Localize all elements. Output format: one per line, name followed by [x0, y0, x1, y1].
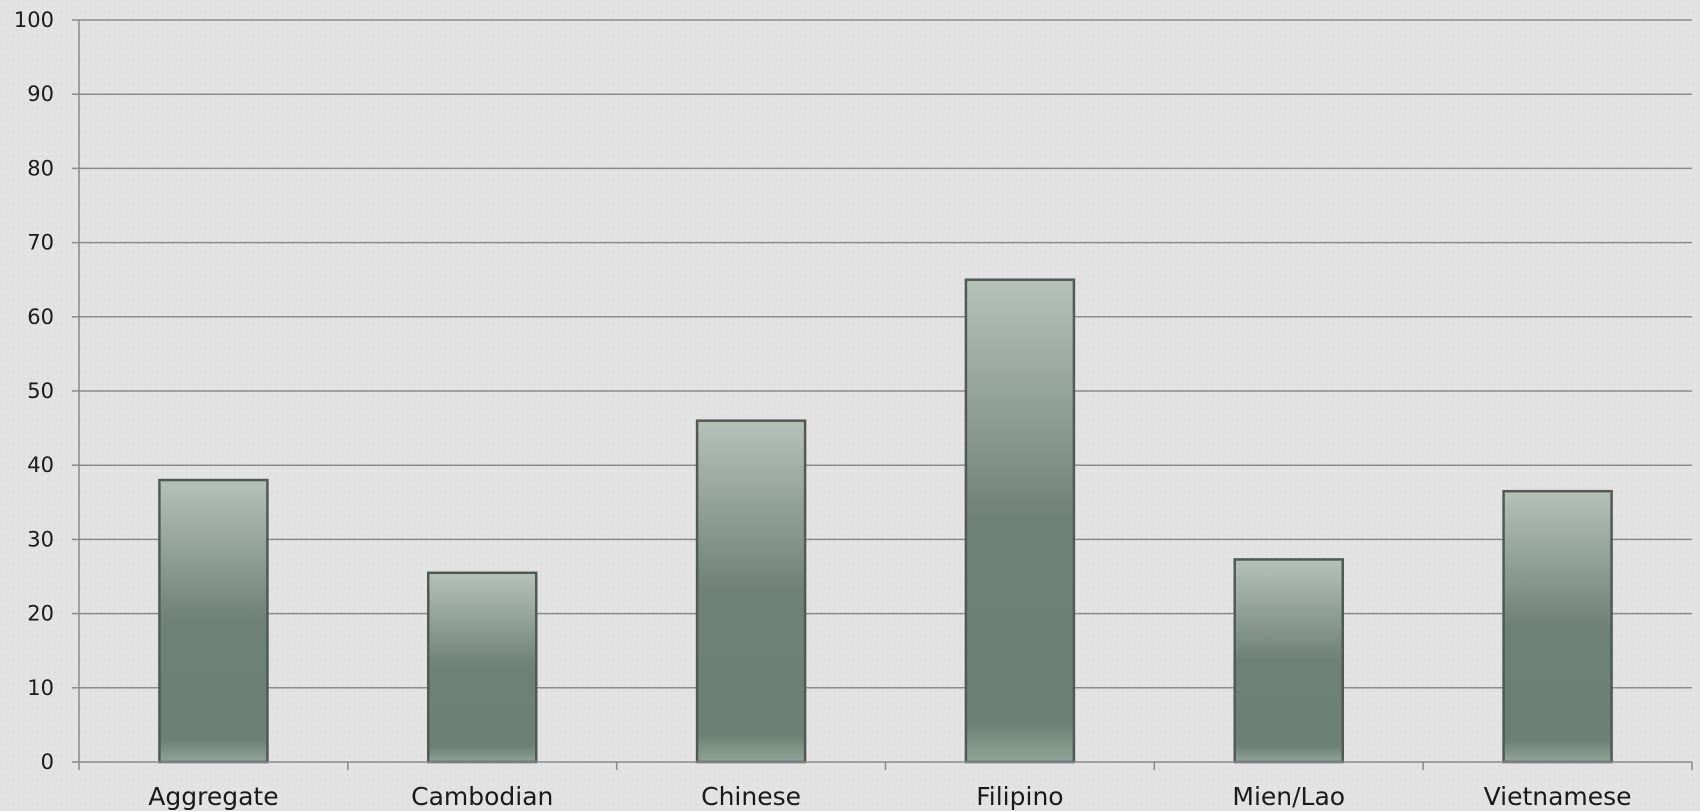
bars	[158, 278, 1613, 764]
x-tick-label: Mien/Lao	[1232, 782, 1345, 811]
bar-aggregate	[158, 478, 269, 764]
y-tick-label: 30	[27, 527, 54, 551]
x-tick-label: Filipino	[976, 782, 1063, 811]
y-tick-label: 20	[27, 602, 54, 626]
bar-chinese	[695, 419, 807, 764]
y-tick-label: 90	[27, 82, 54, 106]
y-tick-labels: 0 10 20 30 40 50 60 70 80 90 100	[14, 8, 54, 774]
gridlines	[79, 19, 1692, 689]
x-tick-label: Aggregate	[148, 782, 278, 811]
axes	[72, 19, 1693, 770]
x-tick-label: Vietnamese	[1484, 782, 1632, 811]
x-tick-label: Chinese	[701, 782, 801, 811]
x-tick-labels: Aggregate Cambodian Chinese Filipino Mien/La…	[148, 782, 1631, 811]
y-tick-label: 0	[41, 750, 54, 774]
y-tick-label: 40	[27, 453, 54, 477]
y-tick-label: 70	[27, 231, 54, 255]
y-tick-label: 50	[27, 379, 54, 403]
x-tick-label: Cambodian	[411, 782, 553, 811]
y-tick-label: 80	[27, 156, 54, 180]
bar-vietnamese	[1502, 489, 1613, 764]
y-tick-label: 10	[27, 676, 54, 700]
bar-mien-lao	[1233, 558, 1344, 764]
y-tick-label: 60	[27, 305, 54, 329]
bar-filipino	[964, 278, 1076, 764]
y-tick-label: 100	[14, 8, 54, 32]
bar-cambodian	[427, 571, 538, 764]
